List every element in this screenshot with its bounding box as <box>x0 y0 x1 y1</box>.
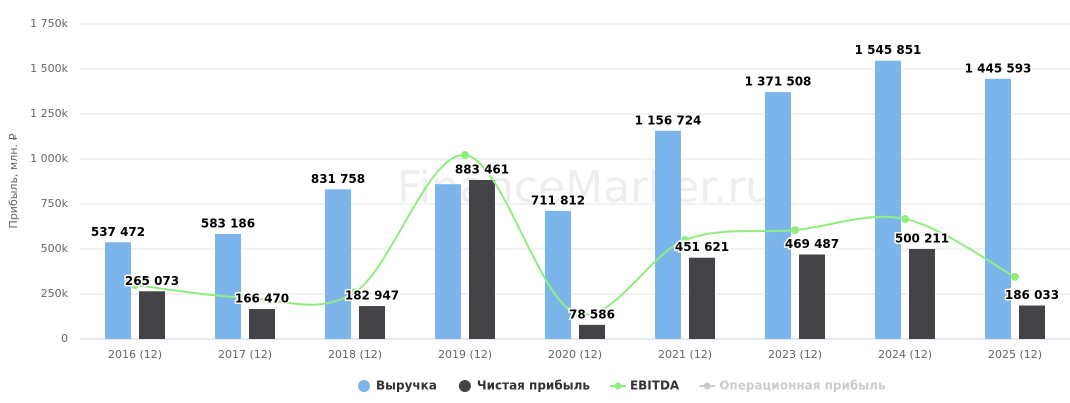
y-tick-label: 1 250k <box>30 107 68 120</box>
x-tick-label: 2023 (12) <box>768 348 822 361</box>
data-label: 182 947 <box>345 289 399 303</box>
data-label: 1 371 508 <box>745 75 812 89</box>
y-tick-label: 1 500k <box>30 62 68 75</box>
x-tick-label: 2018 (12) <box>328 348 382 361</box>
x-tick-label: 2025 (12) <box>988 348 1042 361</box>
point <box>461 151 469 160</box>
data-label: 1 545 851 <box>855 43 922 57</box>
data-label: 831 758 <box>311 172 365 186</box>
point <box>571 308 579 317</box>
x-tick-label: 2016 (12) <box>108 348 162 361</box>
bar <box>765 92 791 339</box>
point <box>241 293 249 302</box>
bar <box>139 291 165 339</box>
bar <box>875 60 901 339</box>
bar <box>469 179 495 339</box>
legend-label[interactable]: Чистая прибыль <box>477 379 590 393</box>
data-label: 583 186 <box>201 217 255 231</box>
data-label: 711 812 <box>531 193 585 207</box>
bar <box>105 242 131 339</box>
point <box>131 281 139 289</box>
data-label: 186 033 <box>1005 288 1059 302</box>
data-label: 1 156 724 <box>635 113 702 127</box>
bar <box>545 210 571 339</box>
bar <box>359 306 385 339</box>
legend-label[interactable]: EBITDA <box>630 379 680 393</box>
x-tick-label: 2017 (12) <box>218 348 272 361</box>
bar <box>325 189 351 339</box>
legend-label[interactable]: Выручка <box>376 379 437 393</box>
data-label: 1 445 593 <box>965 61 1032 75</box>
bar <box>909 248 935 339</box>
y-tick-label: 500k <box>41 242 69 255</box>
bar <box>215 234 241 339</box>
data-label: 500 211 <box>895 231 949 245</box>
x-tick-label: 2024 (12) <box>878 348 932 361</box>
bar <box>985 78 1011 339</box>
y-tick-label: 250k <box>41 287 69 300</box>
point <box>351 288 359 297</box>
bar <box>1019 305 1045 339</box>
x-tick-label: 2020 (12) <box>548 348 602 361</box>
bar <box>655 130 681 339</box>
data-label: 883 461 <box>455 162 509 176</box>
y-tick-label: 1 000k <box>30 152 68 165</box>
y-tick-label: 750k <box>41 197 69 210</box>
point <box>901 214 909 223</box>
x-tick-label: 2021 (12) <box>658 348 712 361</box>
data-label: 469 487 <box>785 237 839 251</box>
bar <box>249 309 275 339</box>
data-label: 451 621 <box>675 240 729 254</box>
x-tick-label: 2019 (12) <box>438 348 492 361</box>
bar <box>435 184 461 339</box>
data-label: 166 470 <box>235 292 289 306</box>
y-tick-label: 1 750k <box>30 17 68 30</box>
point <box>1011 272 1019 281</box>
data-label: 537 472 <box>91 225 145 239</box>
legend-label[interactable]: Операционная прибыль <box>719 379 886 393</box>
point <box>681 236 689 244</box>
line <box>134 154 1016 316</box>
bar <box>579 324 605 339</box>
legend-symbol[interactable] <box>358 380 370 392</box>
y-tick-label: 0 <box>61 332 68 345</box>
point <box>791 226 799 235</box>
legend-symbol[interactable] <box>458 380 471 392</box>
data-label: 265 073 <box>125 274 179 288</box>
data-label: 78 586 <box>569 307 615 321</box>
bar <box>799 254 825 339</box>
bar <box>689 257 715 339</box>
legend-symbol[interactable] <box>703 382 711 390</box>
legend-symbol[interactable] <box>614 382 622 390</box>
y-axis-title: Прибыль, млн. ₽ <box>7 134 20 229</box>
